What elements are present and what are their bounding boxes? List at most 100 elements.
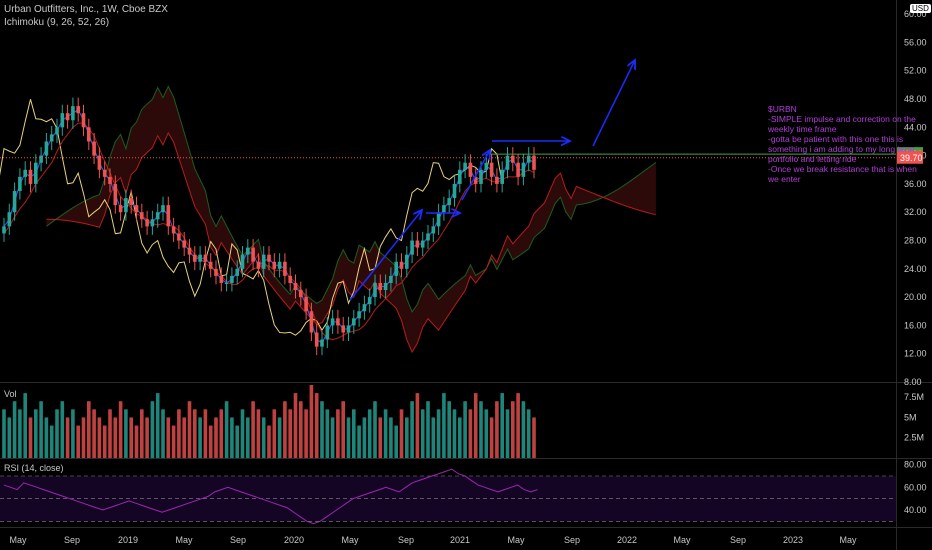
rsi-tick-1: 60.00: [904, 482, 927, 492]
time-tick-5: 2020: [284, 535, 304, 545]
time-tick-1: Sep: [64, 535, 80, 545]
volume-bar: [495, 401, 499, 458]
volume-bar: [479, 401, 483, 458]
volume-bar: [378, 417, 383, 458]
volume-bar: [272, 409, 277, 458]
volume-bar: [373, 401, 377, 458]
leading-span-a: [46, 85, 657, 313]
volume-bar: [500, 393, 504, 458]
candle-body: [171, 226, 176, 234]
candle-body: [129, 198, 133, 206]
volume-bar: [267, 425, 271, 458]
time-tick-9: May: [507, 535, 525, 545]
volume-bar: [7, 417, 12, 458]
candle-body: [383, 282, 388, 291]
volume-bar: [134, 425, 139, 458]
price-tick-6: 36.00: [904, 179, 927, 189]
volume-bar: [182, 417, 186, 458]
volume-tick-1: 5M: [904, 412, 917, 422]
volume-bar: [521, 401, 526, 458]
candle-body: [325, 325, 330, 340]
candle-body: [193, 254, 197, 262]
candle-body: [145, 219, 149, 227]
volume-bar: [124, 409, 128, 458]
candle-body: [81, 113, 86, 128]
volume-bar: [18, 409, 22, 458]
candle-body: [452, 183, 457, 199]
candle-body: [124, 198, 128, 213]
candle-body: [357, 311, 361, 319]
volume-bar: [383, 409, 388, 458]
time-tick-8: 2021: [450, 535, 470, 545]
volume-bar: [442, 393, 446, 458]
volume-bar: [277, 417, 282, 458]
candle-body: [267, 254, 271, 262]
volume-bar: [367, 409, 372, 458]
volume-bar: [309, 385, 314, 458]
volume-bar: [155, 393, 160, 458]
candle-body: [49, 134, 54, 142]
time-tick-6: May: [341, 535, 359, 545]
candle-body: [277, 261, 282, 269]
candle-body: [473, 176, 478, 184]
time-tick-15: May: [839, 535, 857, 545]
annotation-note[interactable]: $URBN -SIMPLE impulse and correction on …: [768, 104, 918, 184]
candle-body: [463, 162, 467, 170]
candle-body: [71, 106, 75, 121]
candle-body: [246, 247, 250, 255]
symbol-title[interactable]: Urban Outfitters, Inc., 1W, Cboe BZX: [4, 4, 168, 15]
candle-body: [521, 162, 526, 177]
conversion-line: [3, 108, 535, 344]
candle-body: [203, 254, 208, 262]
volume-bar: [389, 417, 393, 458]
candle-body: [330, 318, 335, 326]
drawing-arrow-0: [349, 210, 422, 301]
volume-bar: [12, 401, 17, 458]
candle-body: [187, 247, 192, 255]
candle-body: [362, 304, 367, 312]
candle-body: [108, 176, 112, 184]
volume-bar: [357, 425, 361, 458]
volume-bar: [71, 409, 75, 458]
annotation-line-2: -gotta be patient with this one this is …: [768, 134, 915, 164]
candle-body: [405, 254, 409, 269]
candle-body: [208, 261, 213, 269]
volume-bar: [65, 417, 70, 458]
volume-bar: [293, 393, 298, 458]
rsi-tick-0: 80.00: [904, 460, 927, 470]
volume-bar: [330, 417, 335, 458]
volume-bar: [468, 409, 473, 458]
candle-body: [18, 176, 22, 191]
candle-body: [256, 261, 261, 269]
candle-body: [352, 318, 356, 326]
candle-body: [28, 169, 33, 184]
volume-bar: [171, 425, 176, 458]
ichimoku-legend[interactable]: Ichimoku (9, 26, 52, 26): [4, 17, 110, 28]
volume-bar: [76, 425, 80, 458]
candle-body: [155, 212, 160, 220]
candle-body: [230, 275, 234, 283]
candle-body: [299, 290, 303, 298]
volume-bar: [150, 401, 155, 458]
candle-body: [235, 268, 239, 276]
rsi-line: [3, 468, 538, 525]
volume-bar: [426, 401, 430, 458]
candle-body: [240, 254, 245, 269]
price-tick-4: 44.00: [904, 122, 927, 132]
volume-bar: [113, 417, 118, 458]
candle-body: [283, 261, 287, 276]
volume-bar: [325, 409, 330, 458]
volume-bar: [452, 409, 457, 458]
time-tick-12: May: [673, 535, 691, 545]
candle-body: [76, 106, 80, 114]
volume-bar: [118, 401, 123, 458]
volume-bar: [484, 409, 489, 458]
volume-bar: [177, 409, 181, 458]
rsi-label: RSI (14, close): [4, 463, 64, 473]
price-tick-11: 16.00: [904, 320, 927, 330]
volume-bar: [246, 417, 250, 458]
candle-body: [389, 275, 393, 283]
candle-body: [177, 233, 181, 241]
volume-bar: [39, 401, 43, 458]
